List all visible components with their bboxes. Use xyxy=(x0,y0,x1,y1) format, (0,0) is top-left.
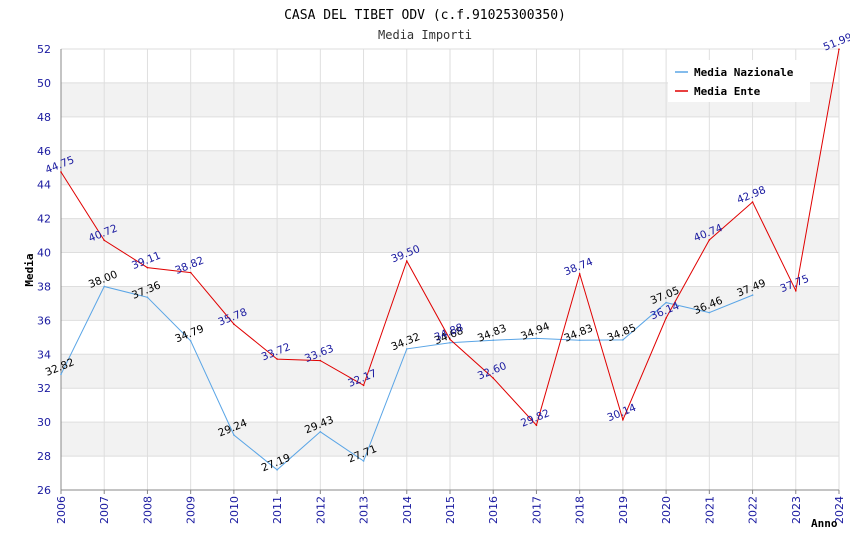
data-point xyxy=(751,294,754,296)
data-point xyxy=(578,339,581,342)
axes xyxy=(60,49,840,494)
y-tick-label: 26 xyxy=(37,484,51,497)
y-tick-label: 34 xyxy=(37,348,51,361)
data-point xyxy=(276,469,278,471)
x-tick-label: 2015 xyxy=(444,496,457,524)
data-point xyxy=(838,48,840,50)
data-point xyxy=(665,301,667,304)
data-point xyxy=(319,431,322,433)
data-point xyxy=(146,266,149,269)
data-point xyxy=(578,273,581,275)
x-tick-label: 2010 xyxy=(228,496,241,524)
x-tick-label: 2007 xyxy=(98,496,111,524)
x-axis-label: Anno xyxy=(811,517,838,530)
x-tick-label: 2013 xyxy=(358,496,371,524)
data-point xyxy=(103,239,106,242)
y-tick-label: 52 xyxy=(37,43,51,56)
data-point xyxy=(60,373,62,376)
series-lines xyxy=(60,48,840,471)
x-tick-label: 2017 xyxy=(530,496,543,524)
data-point xyxy=(622,339,624,341)
data-point xyxy=(233,434,235,436)
legend-box xyxy=(668,60,810,102)
data-point xyxy=(405,348,408,350)
data-point xyxy=(492,377,495,379)
data-point xyxy=(708,239,711,241)
data-point xyxy=(449,338,451,341)
x-tick-label: 2018 xyxy=(574,496,587,524)
data-point xyxy=(751,201,754,203)
x-tick-label: 2008 xyxy=(141,496,154,524)
data-point xyxy=(492,339,495,342)
data-point xyxy=(276,358,278,360)
y-tick-label: 28 xyxy=(37,450,51,463)
data-point xyxy=(708,311,711,314)
data-point xyxy=(233,323,235,325)
data-point xyxy=(665,317,667,319)
data-point xyxy=(60,171,62,173)
x-tick-label: 2009 xyxy=(185,496,198,524)
x-tick-label: 2012 xyxy=(314,496,327,524)
data-point xyxy=(189,271,192,274)
legend-entry: Media Ente xyxy=(694,85,761,98)
x-tick-label: 2020 xyxy=(660,496,673,524)
data-point xyxy=(362,460,365,462)
legend-entry: Media Nazionale xyxy=(694,66,794,79)
y-tick-label: 38 xyxy=(37,280,51,293)
data-point xyxy=(622,418,624,421)
data-point xyxy=(449,341,451,344)
x-tick-labels: 2006 2007 2008 2009 2010 2011 2012 2013 2014 2015… xyxy=(55,496,846,524)
y-axis-label: Media xyxy=(23,253,36,286)
x-tick-label: 2006 xyxy=(55,496,68,524)
x-tick-label: 2023 xyxy=(790,496,803,524)
x-tick-label: 2022 xyxy=(747,496,760,524)
y-tick-label: 36 xyxy=(37,314,51,327)
x-tick-label: 2024 xyxy=(833,496,846,524)
data-point xyxy=(535,337,538,340)
chart-subtitle: Media Importi xyxy=(378,28,472,42)
data-point xyxy=(362,384,365,387)
data-point xyxy=(535,424,538,427)
y-tick-label: 40 xyxy=(37,247,51,260)
y-tick-label: 50 xyxy=(37,77,51,90)
legend: Media Nazionale Media Ente xyxy=(668,60,810,102)
x-tick-label: 2019 xyxy=(617,496,630,524)
y-tick-label: 42 xyxy=(37,213,51,226)
x-tick-label: 2011 xyxy=(271,496,284,524)
data-point xyxy=(103,285,106,288)
y-tick-label: 30 xyxy=(37,416,51,429)
x-tick-label: 2016 xyxy=(487,496,500,524)
y-tick-label: 44 xyxy=(37,179,51,192)
y-tick-label: 48 xyxy=(37,111,51,124)
x-tick-label: 2014 xyxy=(401,496,414,524)
y-tick-labels: 26 28 30 32 34 36 38 40 42 44 46 48 50 52 xyxy=(37,43,51,497)
data-point xyxy=(794,289,797,292)
data-point xyxy=(319,359,322,362)
chart-title: CASA DEL TIBET ODV (c.f.91025300350) xyxy=(284,8,566,23)
data-point xyxy=(146,296,149,299)
x-tick-label: 2021 xyxy=(703,496,716,524)
y-tick-label: 46 xyxy=(37,145,51,158)
data-point xyxy=(189,340,192,342)
data-point xyxy=(405,260,408,262)
y-tick-label: 32 xyxy=(37,382,51,395)
